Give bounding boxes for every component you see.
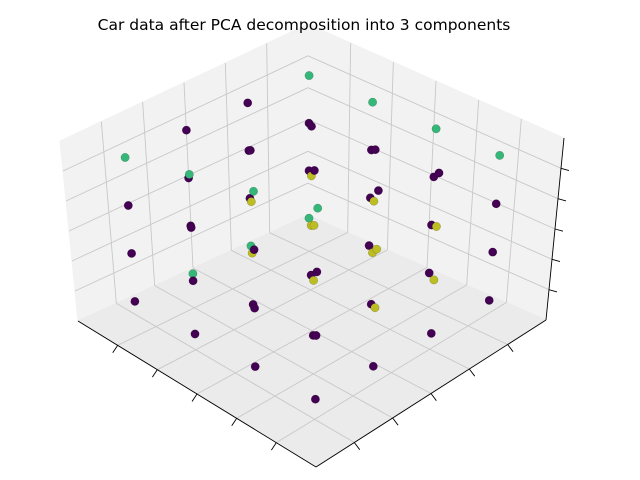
data-point: [370, 303, 380, 313]
x-axis-tick: [152, 369, 158, 378]
x-axis-tick: [271, 442, 277, 451]
data-point: [309, 275, 318, 285]
x-axis-tick: [231, 418, 238, 427]
data-point: [250, 303, 260, 313]
data-point: [249, 186, 258, 196]
data-point: [246, 197, 256, 207]
grid-line: [62, 55, 309, 172]
data-point: [184, 169, 194, 179]
data-point: [431, 124, 441, 134]
data-point: [372, 244, 382, 254]
z-axis-tick: [551, 258, 561, 263]
data-point: [245, 145, 255, 155]
y-axis-tick: [353, 442, 361, 450]
data-point: [190, 329, 200, 339]
data-point: [243, 98, 253, 108]
data-point: [304, 213, 314, 223]
z-axis-tick: [548, 289, 558, 293]
chart-title: Car data after PCA decomposition into 3 …: [98, 16, 511, 34]
data-point: [181, 125, 191, 135]
data-point: [313, 203, 323, 213]
data-point: [127, 248, 137, 258]
data-point: [250, 362, 260, 371]
grid-line: [307, 55, 562, 169]
data-point: [307, 121, 316, 131]
data-point: [429, 275, 439, 285]
data-points: [120, 71, 505, 404]
data-point: [369, 196, 379, 206]
data-point: [495, 150, 505, 160]
z-axis-tick: [560, 167, 570, 172]
data-point: [426, 328, 436, 338]
data-point: [364, 241, 374, 251]
y-axis-tick: [507, 344, 514, 352]
data-point: [130, 296, 140, 306]
z-axis-tick: [554, 228, 564, 232]
y-axis-tick: [430, 393, 437, 401]
y-axis-tick: [468, 368, 476, 377]
data-point: [484, 295, 494, 305]
y-axis-tick: [392, 417, 399, 426]
grid-line: [269, 232, 508, 345]
data-point: [304, 71, 314, 81]
data-point: [309, 220, 319, 230]
data-point: [434, 168, 444, 178]
data-point: [120, 153, 130, 162]
data-point: [368, 361, 378, 371]
data-point: [310, 394, 320, 404]
data-point: [186, 223, 196, 233]
data-point: [491, 199, 501, 209]
data-point: [488, 247, 498, 257]
data-point: [249, 245, 259, 255]
data-point: [309, 166, 319, 175]
data-point: [373, 186, 383, 196]
data-point: [368, 97, 377, 107]
x-axis-tick: [112, 345, 119, 354]
x-axis-tick: [191, 393, 198, 402]
data-point: [370, 145, 380, 155]
data-point: [311, 331, 321, 340]
data-point: [312, 267, 322, 277]
z-axis-tick: [557, 198, 567, 202]
data-point: [188, 276, 198, 286]
data-point: [424, 268, 434, 278]
axis-ticks: [112, 167, 570, 451]
data-point: [431, 222, 441, 231]
data-point: [123, 201, 133, 210]
